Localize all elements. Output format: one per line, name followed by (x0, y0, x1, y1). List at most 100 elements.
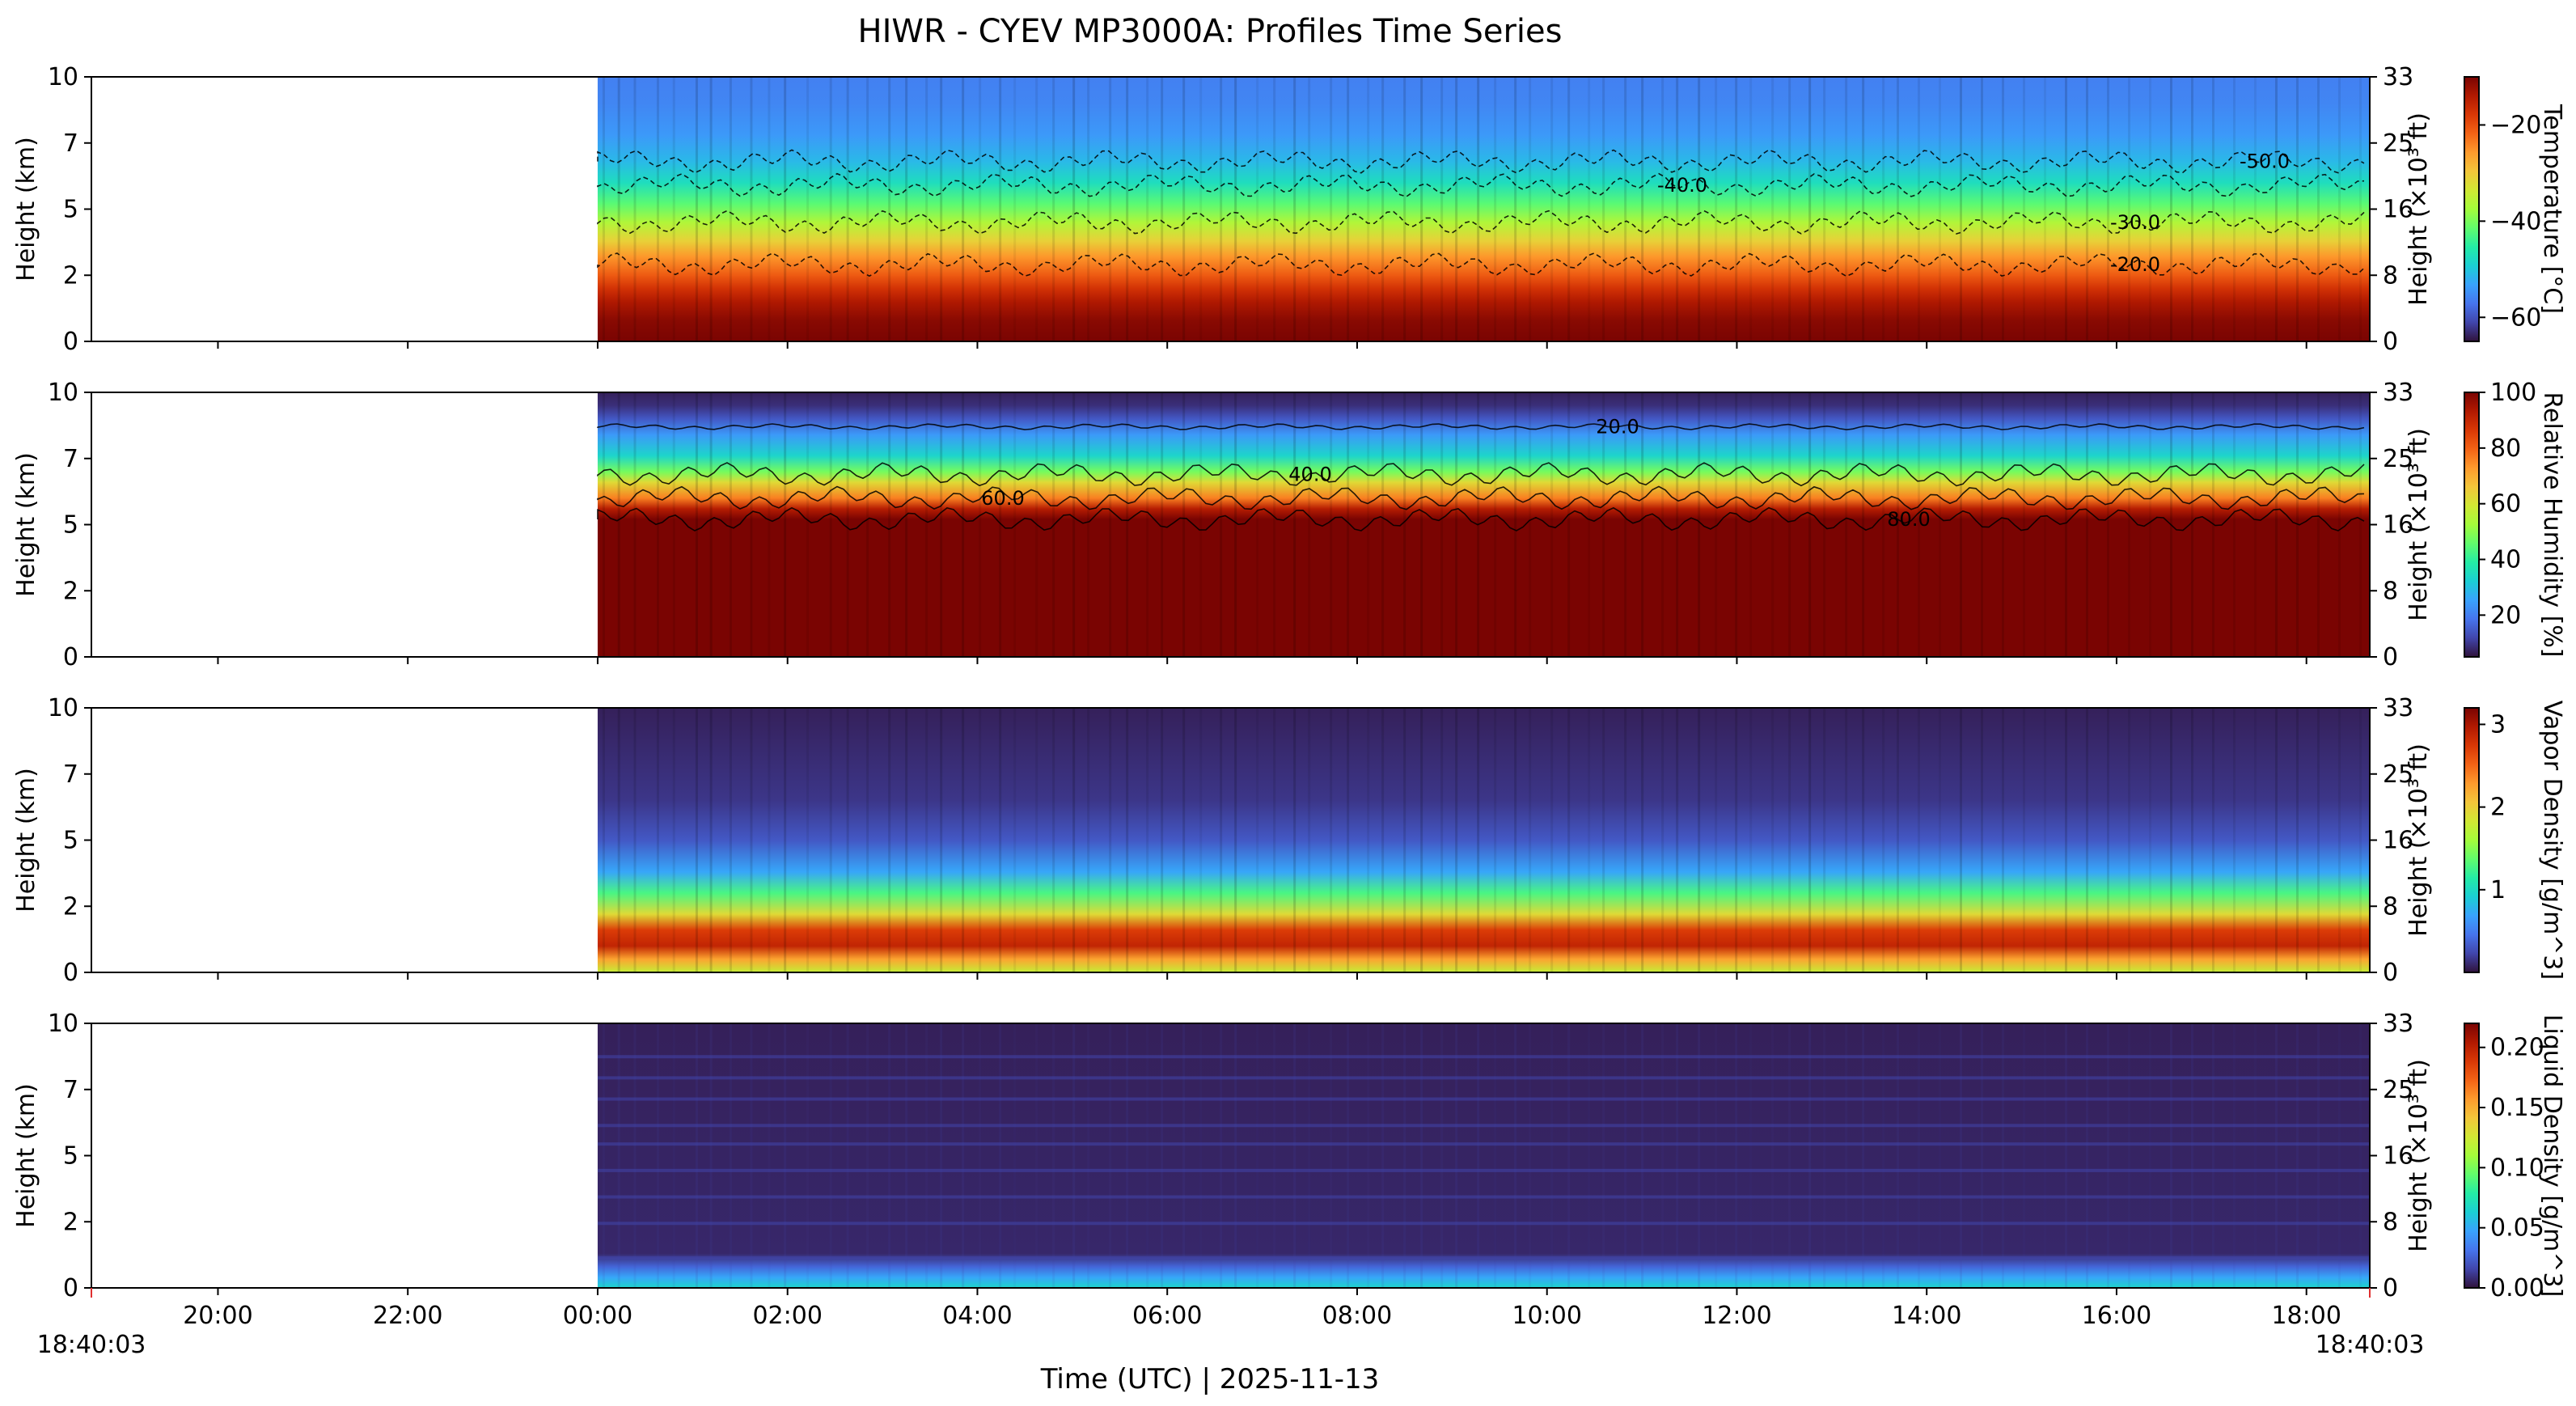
contour-label: -40.0 (1657, 174, 1707, 197)
panel-relative-humidity: 20.0 40.0 60.0 80.0 0 0 2 8 5 16 7 25 10 33 Height (km… (12, 379, 2566, 671)
heatmap-band (597, 1195, 2370, 1199)
heatmap-streak (806, 708, 810, 972)
ytick-right-label: 16 (2383, 196, 2413, 224)
heatmap-streak (1293, 708, 1296, 972)
heatmap-streak (1477, 708, 1480, 972)
heatmap-streak (1013, 708, 1017, 972)
heatmap-streak (2317, 1023, 2320, 1288)
heatmap-streak (2233, 392, 2235, 657)
xtick-label: 08:00 (1322, 1302, 1392, 1330)
contour-label: 80.0 (1887, 508, 1930, 531)
heatmap-streak (1308, 1023, 1311, 1288)
heatmap-streak (1845, 708, 1848, 972)
heatmap-streak (1146, 708, 1149, 972)
heatmap-streak (1381, 77, 1385, 341)
heatmap-streak (2296, 77, 2299, 341)
heatmap-streak (1749, 77, 1753, 341)
heatmap-streak (602, 392, 605, 657)
heatmap-streak (1808, 1023, 1812, 1288)
heatmap-streak (846, 77, 849, 341)
ytick-right-label: 25 (2383, 129, 2413, 158)
heatmap-streak (750, 708, 753, 972)
heatmap-streak (2149, 1023, 2151, 1288)
heatmap-streak (1715, 77, 1718, 341)
heatmap-streak (2002, 1023, 2004, 1288)
heatmap-streak (1052, 77, 1055, 341)
heatmap-streak (1403, 708, 1406, 972)
ytick-right-label: 33 (2383, 63, 2413, 91)
heatmap-streak (2233, 708, 2235, 972)
colorbar-tick-label: 0.20 (2490, 1034, 2544, 1062)
heatmap-streak (2254, 708, 2257, 972)
heatmap-streak (1661, 77, 1664, 341)
heatmap-streak (1293, 77, 1296, 341)
heatmap-streak (1273, 392, 1276, 657)
heatmap-streak (784, 392, 787, 657)
heatmap-streak (1087, 392, 1090, 657)
heatmap-streak (1823, 1023, 1826, 1288)
heatmap-streak (2065, 392, 2067, 657)
heatmap-streak (1199, 708, 1203, 972)
heatmap-streak (1641, 708, 1644, 972)
heatmap-streak (1367, 708, 1370, 972)
heatmap-streak (1256, 392, 1259, 657)
heatmap-streak (602, 1023, 605, 1288)
heatmap-streak (1126, 77, 1129, 341)
heatmap-streak (695, 708, 698, 972)
heatmap-streak (1514, 392, 1517, 657)
ytick-right-label: 0 (2383, 328, 2398, 356)
heatmap-streak (2065, 1023, 2067, 1288)
xtick-label: 18:00 (2271, 1302, 2341, 1330)
xtick-label: 02:00 (752, 1302, 822, 1330)
heatmap-streak (1494, 77, 1497, 341)
colorbar-tick-label: 100 (2490, 379, 2536, 407)
heatmap-streak (1771, 1023, 1774, 1288)
heatmap-streak (784, 708, 787, 972)
heatmap-streak (1845, 392, 1848, 657)
ytick-left-label: 5 (63, 511, 78, 540)
contour-line (597, 252, 2365, 277)
ytick-left-label: 10 (48, 694, 78, 722)
heatmap-streak (1199, 392, 1203, 657)
heatmap-streak (1494, 392, 1497, 657)
ytick-right-label: 16 (2383, 827, 2413, 855)
contour-label: 20.0 (1596, 416, 1639, 438)
heatmap-streak (2191, 708, 2193, 972)
heatmap-streak (1960, 77, 1962, 341)
heatmap-streak (888, 1023, 891, 1288)
heatmap-streak (2191, 1023, 2193, 1288)
heatmap-streak (709, 1023, 713, 1288)
heatmap-streak (656, 392, 659, 657)
heatmap-streak (1109, 708, 1112, 972)
heatmap-streak (1882, 77, 1885, 341)
colorbar-tick-label: −40 (2490, 207, 2541, 235)
heatmap-streak (768, 77, 771, 341)
heatmap-streak (1918, 708, 1920, 972)
xtick-label: 12:00 (1702, 1302, 1771, 1330)
heatmap-streak (1676, 1023, 1679, 1288)
heatmap-streak (1420, 392, 1423, 657)
heatmap-streak (1661, 1023, 1664, 1288)
heatmap-streak (999, 1023, 1002, 1288)
heatmap-streak (1220, 392, 1223, 657)
heatmap-streak (1035, 1023, 1038, 1288)
heatmap-streak (888, 708, 891, 972)
ylabel-right: Height (×10³ ft) (2405, 112, 2433, 306)
xtick-label: 20:00 (183, 1302, 252, 1330)
colorbar-tick-label: 0.00 (2490, 1274, 2544, 1302)
heatmap-streak (2023, 708, 2025, 972)
heatmap-streak (1013, 77, 1017, 341)
heatmap-streak (1897, 708, 1899, 972)
heatmap-streak (1823, 392, 1826, 657)
colorbar-tick-label: −20 (2490, 111, 2541, 139)
heatmap-streak (1897, 77, 1899, 341)
figure-title: HIWR - CYEV MP3000A: Profiles Time Serie… (858, 13, 1563, 50)
colorbar-tick-label: 3 (2490, 710, 2506, 739)
heatmap-streak (1845, 77, 1848, 341)
heatmap-streak (656, 77, 659, 341)
heatmap-band (597, 1222, 2370, 1226)
heatmap-streak (1735, 708, 1738, 972)
ytick-left-label: 10 (48, 1010, 78, 1038)
heatmap-streak (829, 77, 832, 341)
heatmap-streak (1771, 708, 1774, 972)
